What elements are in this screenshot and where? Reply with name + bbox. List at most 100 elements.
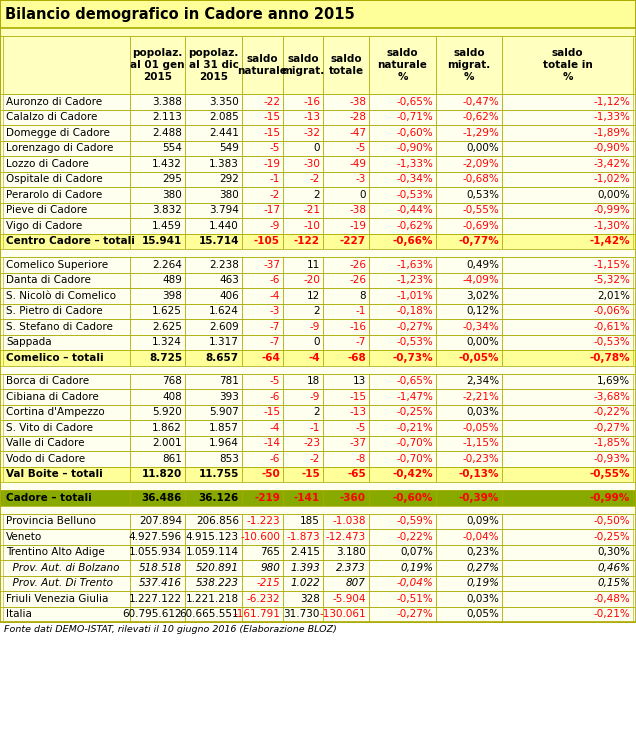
Text: 2.625: 2.625 xyxy=(152,322,182,332)
Text: -0,60%: -0,60% xyxy=(396,128,433,138)
Bar xyxy=(185,218,242,234)
Bar xyxy=(283,288,323,303)
Bar xyxy=(502,467,633,482)
Text: Lozzo di Cadore: Lozzo di Cadore xyxy=(6,159,89,169)
Text: -1: -1 xyxy=(310,422,320,433)
Bar xyxy=(323,529,369,545)
Bar xyxy=(0,187,636,202)
Text: Veneto: Veneto xyxy=(6,532,42,542)
Text: -5.904: -5.904 xyxy=(333,594,366,604)
Text: 1.862: 1.862 xyxy=(152,422,182,433)
Text: -28: -28 xyxy=(349,112,366,122)
Bar xyxy=(323,234,369,249)
Bar xyxy=(130,202,185,218)
Text: 980: 980 xyxy=(260,562,280,573)
Bar xyxy=(323,319,369,335)
Text: Prov. Aut. Di Trento: Prov. Aut. Di Trento xyxy=(6,578,113,588)
Bar xyxy=(0,335,636,350)
Bar xyxy=(436,545,502,560)
Text: saldo
totale in
%: saldo totale in % xyxy=(543,49,592,82)
Bar xyxy=(185,187,242,202)
Bar xyxy=(369,467,436,482)
Bar xyxy=(0,28,636,36)
Text: Vodo di Cadore: Vodo di Cadore xyxy=(6,454,85,464)
Bar xyxy=(0,125,636,141)
Text: -37: -37 xyxy=(263,260,280,270)
Bar xyxy=(323,335,369,350)
Bar xyxy=(502,404,633,420)
Text: Bilancio demografico in Cadore anno 2015: Bilancio demografico in Cadore anno 2015 xyxy=(5,7,355,22)
Bar xyxy=(436,319,502,335)
Text: 0,07%: 0,07% xyxy=(400,548,433,557)
Bar xyxy=(3,389,130,404)
Text: -1,02%: -1,02% xyxy=(593,175,630,184)
Text: -5: -5 xyxy=(356,422,366,433)
Text: 328: 328 xyxy=(300,594,320,604)
Text: -1,29%: -1,29% xyxy=(462,128,499,138)
Bar xyxy=(436,467,502,482)
Text: 393: 393 xyxy=(219,392,239,401)
Bar xyxy=(283,36,323,94)
Bar xyxy=(436,514,502,529)
Bar xyxy=(436,451,502,467)
Text: -0,53%: -0,53% xyxy=(396,189,433,200)
Bar xyxy=(369,319,436,335)
Text: -4: -4 xyxy=(308,353,320,363)
Text: Italia: Italia xyxy=(6,609,32,619)
Text: S. Vito di Cadore: S. Vito di Cadore xyxy=(6,422,93,433)
Text: -47: -47 xyxy=(349,128,366,138)
Bar xyxy=(130,273,185,288)
Text: -8: -8 xyxy=(356,454,366,464)
Bar xyxy=(436,141,502,156)
Text: -17: -17 xyxy=(263,205,280,215)
Text: -6: -6 xyxy=(270,454,280,464)
Text: Domegge di Cadore: Domegge di Cadore xyxy=(6,128,110,138)
Text: 206.856: 206.856 xyxy=(196,516,239,527)
Bar xyxy=(323,125,369,141)
Text: Perarolo di Cadore: Perarolo di Cadore xyxy=(6,189,102,200)
Bar xyxy=(323,389,369,404)
Bar xyxy=(0,288,636,303)
Text: 8.725: 8.725 xyxy=(149,353,182,363)
Bar xyxy=(242,435,283,451)
Bar xyxy=(283,560,323,575)
Text: -37: -37 xyxy=(349,438,366,448)
Bar xyxy=(185,404,242,420)
Bar xyxy=(283,350,323,366)
Text: -5: -5 xyxy=(270,143,280,154)
Text: Friuli Venezia Giulia: Friuli Venezia Giulia xyxy=(6,594,108,604)
Bar xyxy=(130,560,185,575)
Bar xyxy=(502,435,633,451)
Text: -19: -19 xyxy=(263,159,280,169)
Bar xyxy=(436,273,502,288)
Text: -0,05%: -0,05% xyxy=(462,422,499,433)
Text: 15.714: 15.714 xyxy=(198,236,239,246)
Bar xyxy=(3,234,130,249)
Bar xyxy=(242,404,283,420)
Bar xyxy=(502,560,633,575)
Bar xyxy=(3,303,130,319)
Bar xyxy=(436,303,502,319)
Text: Provincia Belluno: Provincia Belluno xyxy=(6,516,96,527)
Text: 1.055.934: 1.055.934 xyxy=(129,548,182,557)
Bar xyxy=(436,560,502,575)
Bar xyxy=(283,218,323,234)
Bar xyxy=(283,109,323,125)
Text: 0,19%: 0,19% xyxy=(466,578,499,588)
Bar xyxy=(3,141,130,156)
Text: 0,00%: 0,00% xyxy=(466,143,499,154)
Text: -0,34%: -0,34% xyxy=(462,322,499,332)
Bar xyxy=(242,303,283,319)
Bar xyxy=(502,257,633,273)
Text: Danta di Cadore: Danta di Cadore xyxy=(6,275,91,285)
Text: 36.486: 36.486 xyxy=(142,493,182,503)
Bar xyxy=(369,273,436,288)
Bar xyxy=(283,514,323,529)
Bar xyxy=(0,451,636,467)
Text: -215: -215 xyxy=(256,578,280,588)
Text: Cortina d'Ampezzo: Cortina d'Ampezzo xyxy=(6,407,105,417)
Bar xyxy=(369,303,436,319)
Text: -122: -122 xyxy=(294,236,320,246)
Text: 11.755: 11.755 xyxy=(198,470,239,479)
Text: -1,47%: -1,47% xyxy=(396,392,433,401)
